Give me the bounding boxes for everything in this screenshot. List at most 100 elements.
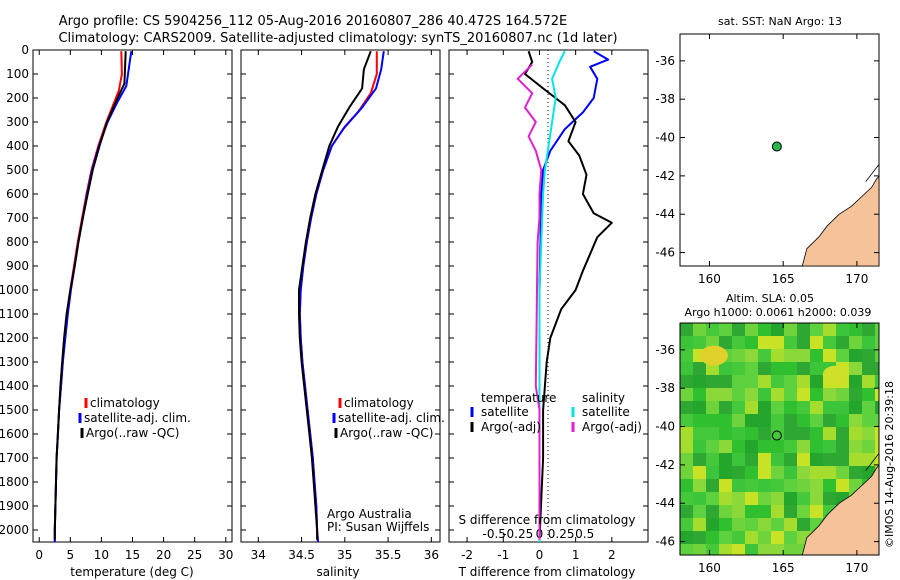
sla-field-cell (836, 466, 849, 479)
sla-field-cell (784, 544, 797, 555)
sla-field-cell (836, 414, 849, 427)
sla-field-cell (797, 453, 810, 466)
x-tick-label: 35.5 (375, 548, 402, 562)
sla-field-cell (732, 323, 745, 336)
temperature-xlabel: temperature (deg C) (70, 565, 193, 579)
sla-field-cell (836, 427, 849, 440)
sla-field-cell (849, 323, 862, 336)
sla-field-cell (875, 427, 879, 440)
sla-field-cell (875, 349, 879, 362)
s-diff-tick-label: -0.5 (483, 527, 506, 541)
y-tick-label: 1000 (0, 283, 29, 297)
sla-warm-patch (699, 345, 728, 366)
sla-field-cell (745, 518, 758, 531)
sla-field-cell (693, 466, 706, 479)
sla-field-cell (784, 466, 797, 479)
legend-temperature-title: temperature (481, 391, 556, 405)
sla-field-cell (862, 427, 875, 440)
y-tick-label: 1200 (0, 331, 29, 345)
sla-field-cell (719, 388, 732, 401)
lat-tick-label: -44 (655, 496, 675, 510)
lat-tick-label: -46 (655, 246, 675, 260)
y-tick-label: 500 (6, 163, 29, 177)
sla-field-cell (784, 401, 797, 414)
sla-field-cell (836, 323, 849, 336)
sla-map-title-2: Argo h1000: 0.0061 h2000: 0.039 (685, 306, 872, 319)
y-tick-label: 1900 (0, 499, 29, 513)
sla-field-cell (758, 414, 771, 427)
x-tick-label: 1 (572, 548, 580, 562)
sla-field-cell (771, 479, 784, 492)
sla-field-cell (680, 531, 693, 544)
y-tick-label: 1100 (0, 307, 29, 321)
sla-field-cell (680, 349, 693, 362)
sla-field-cell (797, 323, 810, 336)
y-tick-label: 1500 (0, 403, 29, 417)
sla-field-cell (862, 401, 875, 414)
sla-field-cell (797, 466, 810, 479)
sla-field-cell (745, 388, 758, 401)
sla-field-cell (771, 492, 784, 505)
sla-field-cell (875, 323, 879, 336)
difference-top-label: S difference from climatology (459, 513, 636, 527)
sla-field-cell (758, 440, 771, 453)
y-tick-label: 100 (6, 67, 29, 81)
legend-t-argo-label: Argo(-adj) (481, 420, 541, 434)
sla-field-cell (745, 453, 758, 466)
sla-field-cell (797, 440, 810, 453)
s-diff-tick-label: 0.5 (575, 527, 594, 541)
y-tick-label: 200 (6, 91, 29, 105)
sla-field-cell (680, 323, 693, 336)
sla-field-cell (771, 440, 784, 453)
sla-field-cell (758, 349, 771, 362)
sla-field-cell (706, 323, 719, 336)
sla-field-cell (758, 479, 771, 492)
sla-field-cell (862, 323, 875, 336)
sla-field-cell (706, 505, 719, 518)
lat-tick-label: -40 (655, 131, 675, 145)
sla-field-cell (784, 479, 797, 492)
sla-field-cell (680, 414, 693, 427)
lat-tick-label: -38 (655, 92, 675, 106)
sla-field-cell (810, 427, 823, 440)
x-tick-label: 34 (251, 548, 266, 562)
sla-field-cell (862, 349, 875, 362)
sla-field-cell (875, 401, 879, 414)
sla-field-cell (784, 375, 797, 388)
temperature-frame (32, 49, 233, 543)
sla-field-cell (693, 414, 706, 427)
legend-salinity-title: salinity (582, 391, 625, 405)
sal-legend-sat-label: satellite-adj. clim. (338, 411, 445, 425)
sla-field-cell (797, 492, 810, 505)
sla-field-cell (693, 427, 706, 440)
sla-field-cell (849, 414, 862, 427)
sla-field-cell (862, 453, 875, 466)
sla-field-cell (862, 440, 875, 453)
sla-field-cell (849, 427, 862, 440)
sla-field-cell (836, 453, 849, 466)
sla-field-cell (680, 336, 693, 349)
sla-field-cell (797, 349, 810, 362)
sla-field-cell (758, 362, 771, 375)
sla-field-cell (745, 349, 758, 362)
sla-field-cell (823, 492, 836, 505)
sla-field-cell (849, 375, 862, 388)
sla-field-cell (784, 505, 797, 518)
sla-field-cell (745, 505, 758, 518)
series-line-salinity-satellite (538, 50, 566, 542)
sla-field-cell (706, 492, 719, 505)
s-diff-tick-label: -0.25 (502, 527, 533, 541)
sla-field-cell (745, 414, 758, 427)
sla-field-cell (745, 492, 758, 505)
sla-field-cell (836, 440, 849, 453)
sla-field-cell (849, 440, 862, 453)
sla-field-cell (732, 349, 745, 362)
sla-field-cell (784, 349, 797, 362)
sla-field-cell (758, 427, 771, 440)
sal-legend-clim-label: climatology (344, 396, 414, 410)
sla-field-cell (680, 375, 693, 388)
sla-field-cell (784, 492, 797, 505)
y-tick-label: 700 (6, 211, 29, 225)
sla-field-cell (706, 518, 719, 531)
lon-tick-label: 160 (698, 272, 721, 286)
